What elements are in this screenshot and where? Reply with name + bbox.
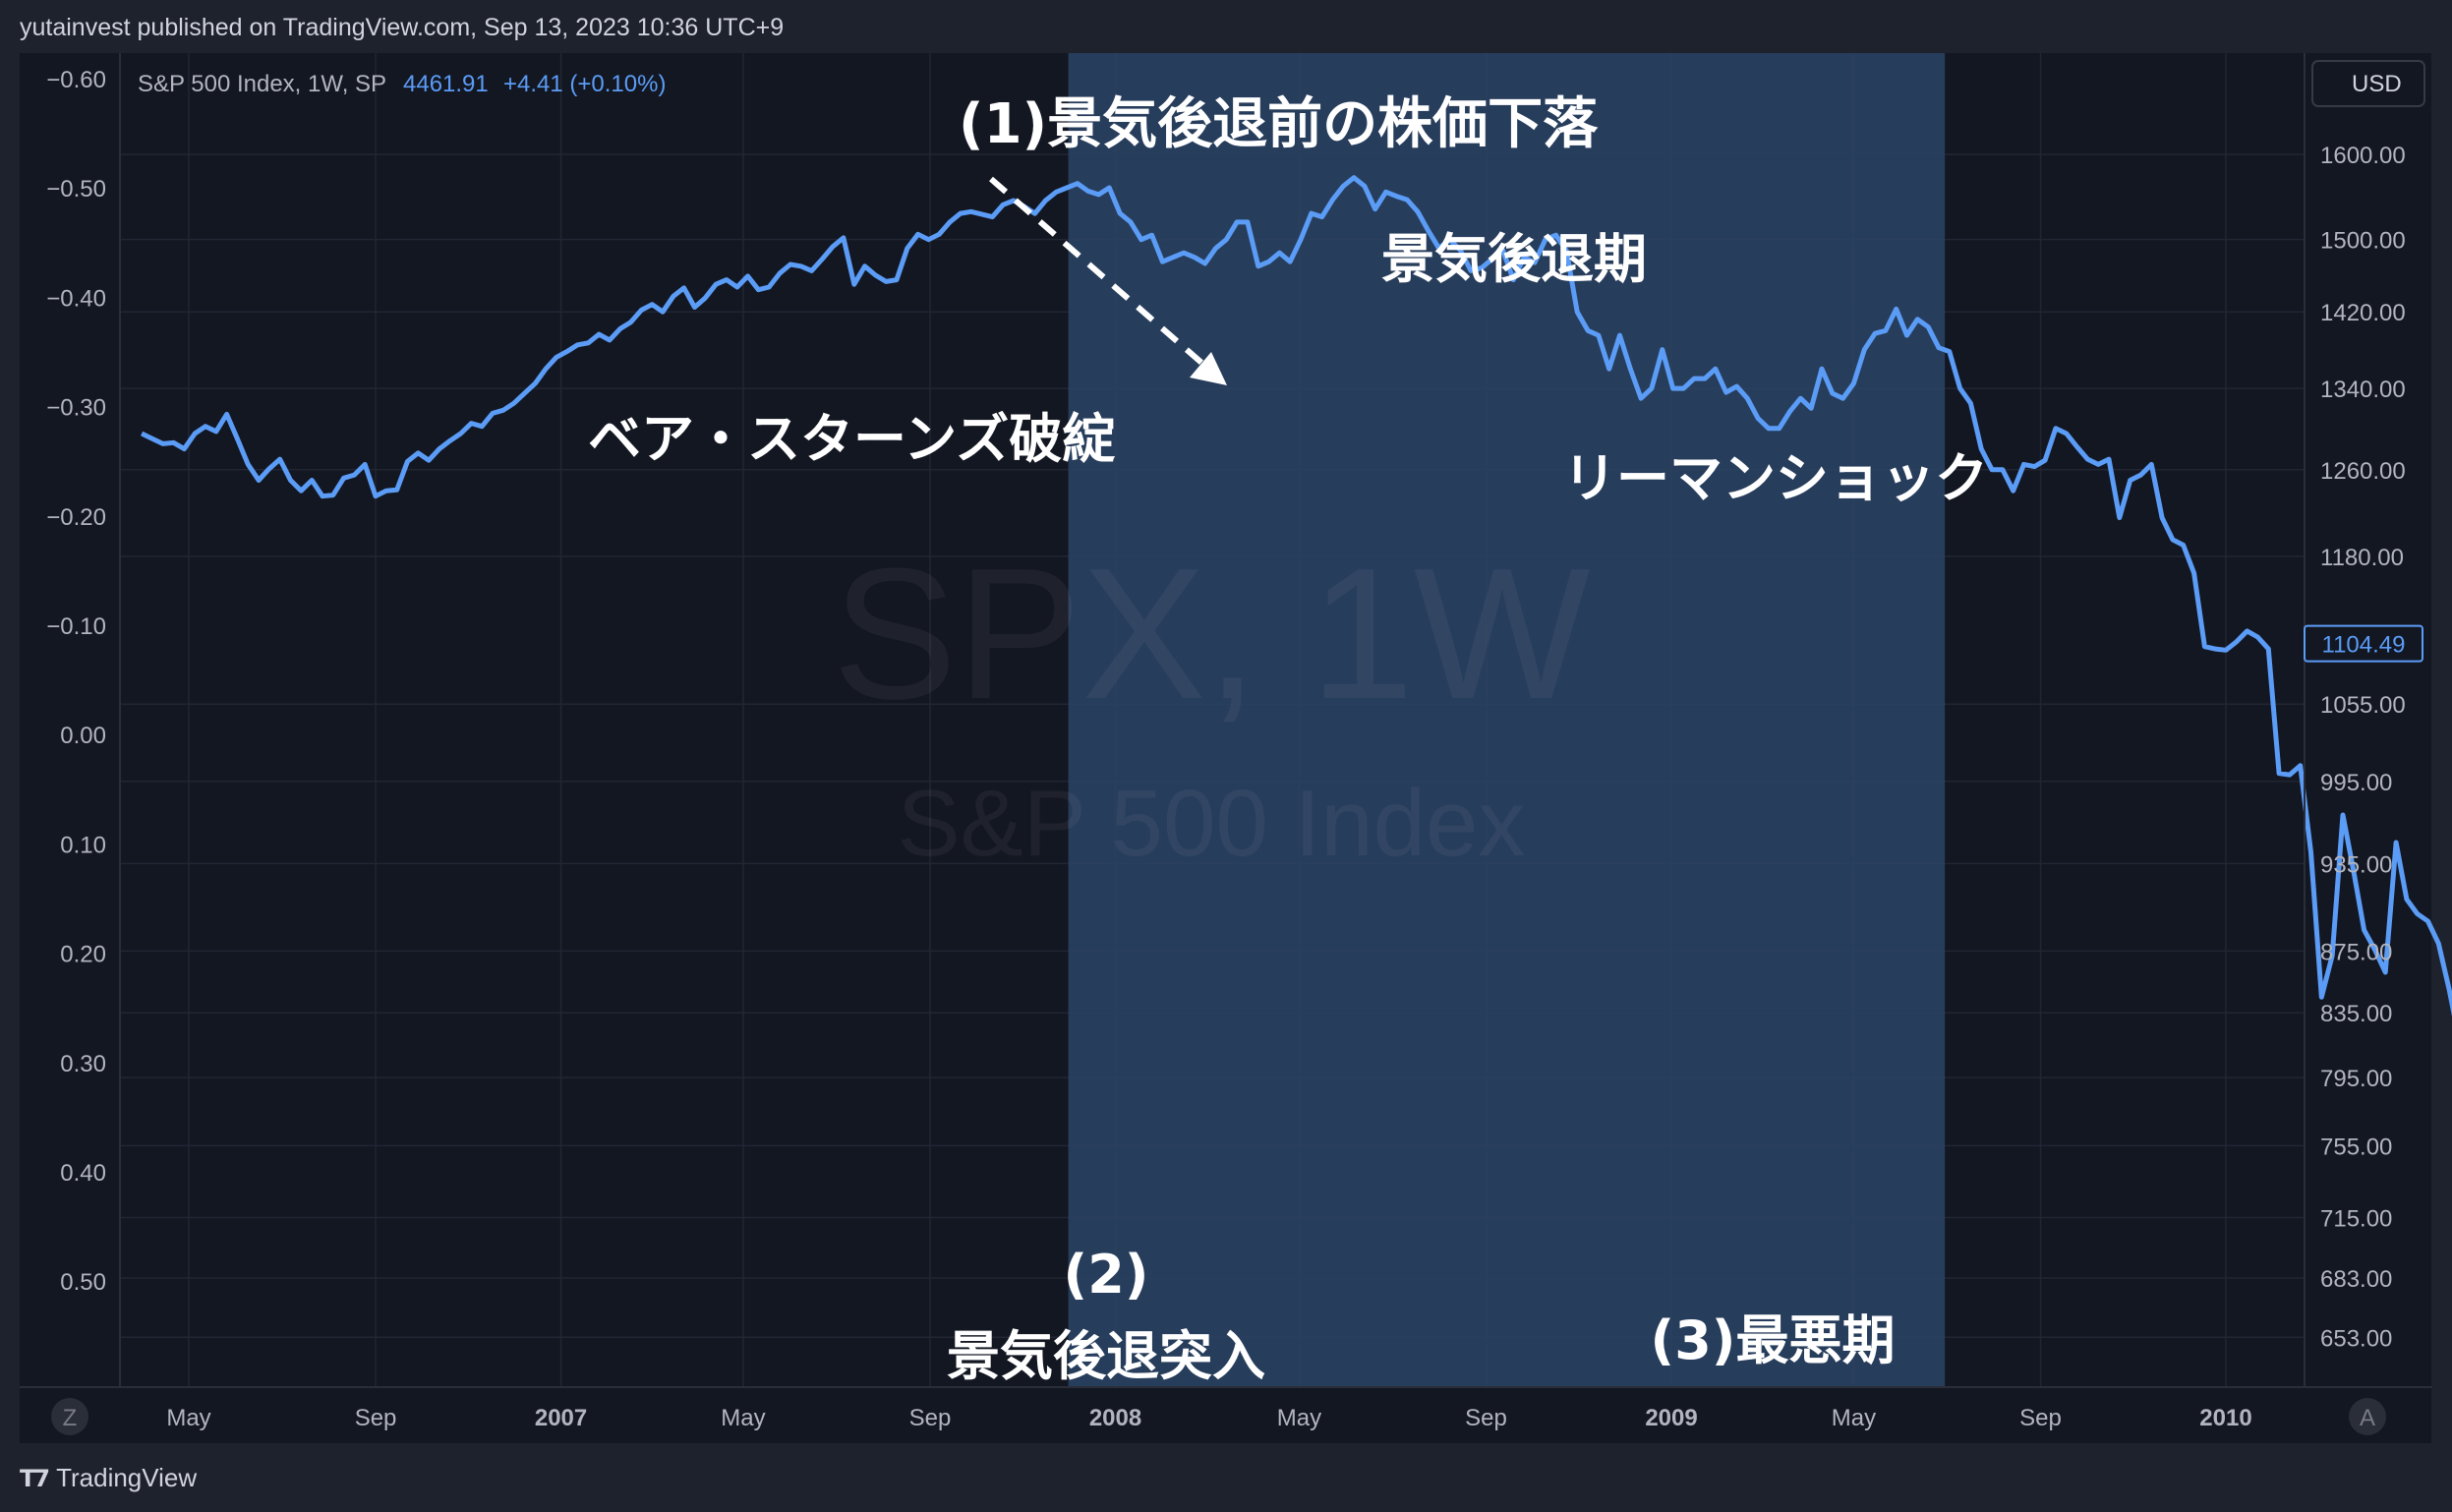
drop-arrow-head — [1190, 352, 1227, 385]
annotation-pre-recession-drop: (1)景気後退前の株価下落 — [959, 92, 1599, 156]
y-left-tick-label: −0.60 — [46, 67, 106, 93]
y-left-tick-label: 0.00 — [60, 723, 106, 749]
last-price-label: 1104.49 — [2322, 632, 2406, 659]
legend: S&P 500 Index, 1W, SP 4461.91 +4.41 (+0.… — [138, 71, 666, 97]
y-right-tick-label: 1600.00 — [2320, 143, 2406, 169]
y-left-tick-label: −0.10 — [46, 613, 106, 640]
y-left-tick-label: −0.20 — [46, 504, 106, 531]
x-tick-label: Sep — [355, 1405, 397, 1431]
y-right-tick-label: 995.00 — [2320, 770, 2392, 796]
time-axis[interactable]: May Sep 2007 May Sep 2008 May Sep 2009 May Sep 2010 — [166, 1405, 2251, 1431]
y-left-tick-label: −0.30 — [46, 395, 106, 422]
x-tick-label: Sep — [909, 1405, 952, 1431]
watermark-symbol: SPX, 1W — [833, 530, 1591, 738]
annotation-worst: (3)最悪期 — [1651, 1309, 1896, 1371]
y-right-tick-label: 1340.00 — [2320, 377, 2406, 403]
x-tick-label: 2008 — [1089, 1405, 1141, 1431]
recession-shading — [1068, 53, 1946, 1387]
x-tick-label: 2007 — [535, 1405, 587, 1431]
auto-scale-right-label: A — [2360, 1405, 2375, 1431]
annotation-lehman: リーマンショック — [1563, 447, 1988, 509]
y-right-tick-label: 835.00 — [2320, 1001, 2392, 1027]
annotation-entry-text: 景気後退突入 — [947, 1325, 1265, 1387]
auto-scale-right-button[interactable]: A — [2349, 1398, 2386, 1435]
auto-scale-left-button[interactable]: Z — [51, 1398, 88, 1435]
currency-button[interactable]: USD — [2311, 60, 2425, 107]
currency-label: USD — [2352, 71, 2402, 97]
y-right-tick-label: 1500.00 — [2320, 228, 2406, 255]
y-left-tick-label: −0.40 — [46, 285, 106, 312]
tradingview-mark-icon: T7 — [20, 1464, 50, 1492]
y-left-tick-label: 0.10 — [60, 832, 106, 858]
y-left-tick-label: 0.30 — [60, 1051, 106, 1077]
tradingview-wordmark: TradingView — [56, 1463, 198, 1492]
y-right-tick-label: 795.00 — [2320, 1066, 2392, 1092]
annotation-recession-period: 景気後退期 — [1381, 228, 1647, 290]
auto-scale-left-label: Z — [63, 1405, 78, 1431]
legend-symbol: S&P 500 Index, 1W, SP — [138, 71, 386, 97]
y-left-tick-label: 0.50 — [60, 1269, 106, 1296]
x-tick-label: 2009 — [1645, 1405, 1697, 1431]
y-left-tick-label: −0.50 — [46, 176, 106, 203]
y-right-tick-label: 875.00 — [2320, 939, 2392, 965]
drop-arrow — [989, 176, 1209, 371]
annotation-entry-number: (2) — [1064, 1244, 1149, 1306]
x-tick-label: May — [721, 1405, 765, 1431]
last-price-tag: 1104.49 — [2304, 624, 2423, 663]
legend-price: 4461.91 — [403, 71, 489, 97]
series-line-spx[interactable] — [141, 175, 2452, 1292]
y-left-tick-label: 0.40 — [60, 1160, 106, 1187]
x-tick-label: May — [1832, 1405, 1876, 1431]
watermark-name: S&P 500 Index — [898, 771, 1526, 876]
published-text: yutainvest published on TradingView.com,… — [20, 14, 785, 41]
y-left-tick-label: 0.20 — [60, 942, 106, 968]
x-tick-label: May — [1277, 1405, 1321, 1431]
y-right-tick-label: 1260.00 — [2320, 458, 2406, 485]
y-right-tick-label: 715.00 — [2320, 1206, 2392, 1233]
y-right-tick-label: 1420.00 — [2320, 300, 2406, 326]
x-tick-label: May — [166, 1405, 210, 1431]
annotation-bear-stearns: ベア・スターンズ破綻 — [588, 408, 1115, 470]
y-right-tick-label: 1055.00 — [2320, 692, 2406, 719]
footer — [0, 1443, 2452, 1512]
tradingview-logo[interactable]: T7 TradingView — [20, 1463, 197, 1493]
y-right-tick-label: 755.00 — [2320, 1134, 2392, 1160]
y-right-tick-label: 683.00 — [2320, 1266, 2392, 1293]
y-right-tick-label: 653.00 — [2320, 1325, 2392, 1352]
x-tick-label: Sep — [2019, 1405, 2062, 1431]
y-right-tick-label: 1180.00 — [2320, 545, 2404, 571]
y-right-tick-label: 935.00 — [2320, 851, 2392, 878]
left-axis[interactable]: −0.60 −0.50 −0.40 −0.30 −0.20 −0.10 0.00 0.10 0.… — [46, 53, 121, 1387]
legend-change: +4.41 (+0.10%) — [503, 71, 666, 97]
right-axis[interactable]: 1600.00 1500.00 1420.00 1340.00 1260.00 1180.… — [2320, 143, 2406, 1352]
x-tick-label: 2010 — [2199, 1405, 2251, 1431]
x-tick-label: Sep — [1465, 1405, 1507, 1431]
publish-bar: yutainvest published on TradingView.com,… — [0, 0, 2452, 55]
